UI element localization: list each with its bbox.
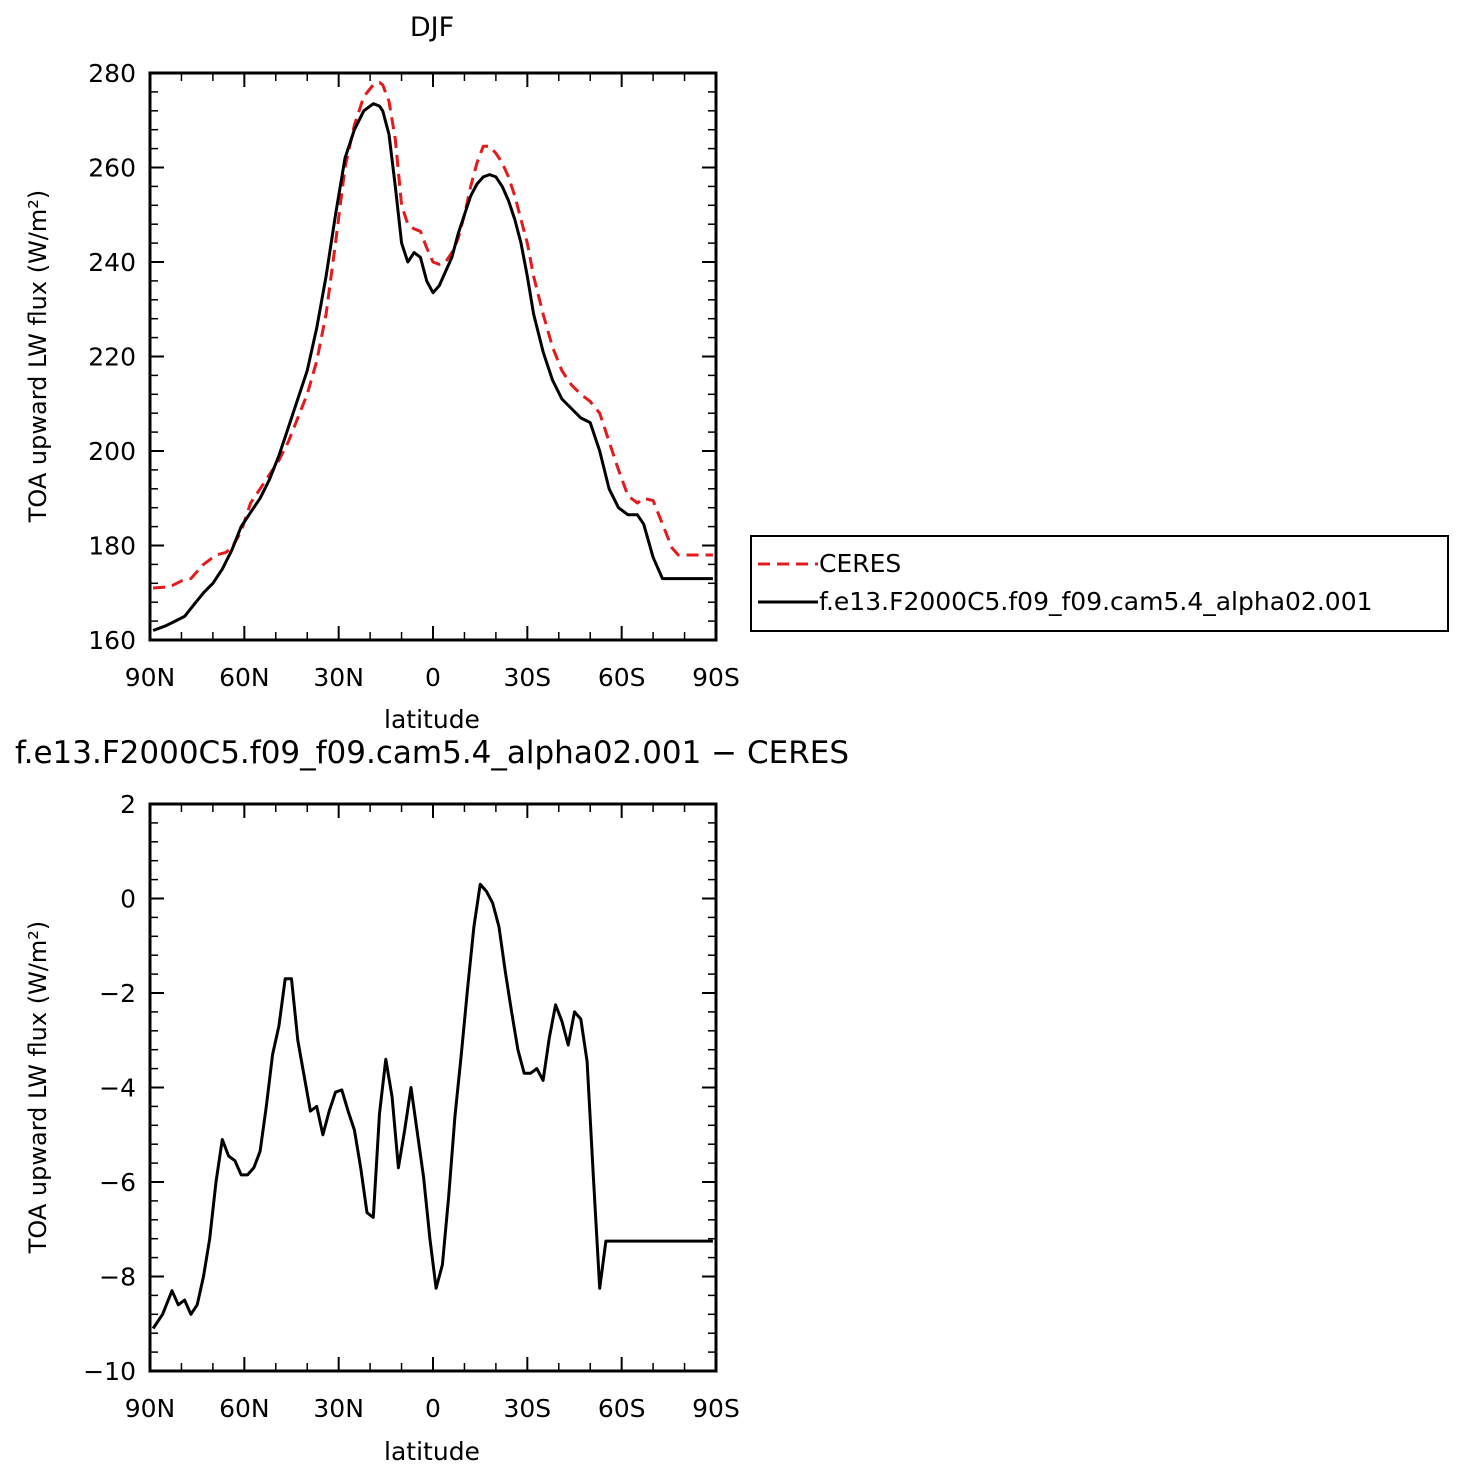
legend-model-label: f.e13.F2000C5.f09_f09.cam5.4_alpha02.001 <box>819 587 1373 616</box>
top-y-tick-label: 280 <box>88 59 136 88</box>
bottom-y-tick-label: −2 <box>99 979 136 1008</box>
bottom-x-tick-label: 60N <box>219 1394 270 1423</box>
bottom-series-line-model <box>151 882 713 1330</box>
top-x-tick-label: 0 <box>425 663 441 692</box>
top-chart-title: DJF <box>410 12 454 43</box>
top-panel: DJF 90N 60N 30N 0 30S 60S 90S 160 180 200 220 240 26… <box>24 12 740 734</box>
bottom-y-axis-label: TOA upward LW flux (W/m²) <box>24 921 52 1255</box>
bottom-y-tick-label: −6 <box>99 1168 136 1197</box>
bottom-y-tick-label: −4 <box>99 1074 136 1103</box>
top-series-line-model <box>152 102 713 632</box>
bottom-series-group <box>151 882 713 1330</box>
bottom-x-tick-label: 90N <box>125 1394 176 1423</box>
top-x-axis-label: latitude <box>384 705 480 734</box>
top-y-axis-label: TOA upward LW flux (W/m²) <box>24 190 52 524</box>
top-x-tick-label: 30N <box>313 663 364 692</box>
bottom-y-tick-label: 0 <box>120 885 136 914</box>
top-x-tick-label: 90N <box>125 663 176 692</box>
top-y-tick-label: 240 <box>88 248 136 277</box>
bottom-x-tick-label: 90S <box>692 1394 740 1423</box>
top-x-tick-label: 90S <box>692 663 740 692</box>
legend-box <box>750 535 1449 632</box>
top-y-tick-label: 260 <box>88 154 136 183</box>
top-ticks-group: 90N 60N 30N 0 30S 60S 90S 160 180 200 220 240 260 280 <box>88 59 740 692</box>
top-x-tick-label: 30S <box>503 663 551 692</box>
bottom-ticks-group: 90N 60N 30N 0 30S 60S 90S −10 −8 −6 −4 −2 0 2 <box>83 790 740 1423</box>
bottom-x-tick-label: 30N <box>313 1394 364 1423</box>
bottom-y-tick-label: 2 <box>120 790 136 819</box>
bottom-chart-title: f.e13.F2000C5.f09_f09.cam5.4_alpha02.001… <box>15 735 849 771</box>
bottom-panel: f.e13.F2000C5.f09_f09.cam5.4_alpha02.001… <box>15 735 849 1466</box>
bottom-x-tick-label: 60S <box>598 1394 646 1423</box>
top-x-tick-label: 60S <box>598 663 646 692</box>
top-plot-frame <box>148 71 718 642</box>
bottom-x-axis-label: latitude <box>384 1437 480 1466</box>
top-y-tick-label: 160 <box>88 626 136 655</box>
legend-ceres-label: CERES <box>819 549 901 578</box>
top-y-tick-label: 220 <box>88 343 136 372</box>
bottom-x-tick-label: 0 <box>425 1394 441 1423</box>
top-y-tick-label: 180 <box>88 532 136 561</box>
bottom-y-tick-label: −10 <box>83 1357 136 1386</box>
top-series-group <box>152 81 713 632</box>
top-y-tick-label: 200 <box>88 437 136 466</box>
bottom-y-tick-label: −8 <box>99 1263 136 1292</box>
bottom-x-tick-label: 30S <box>503 1394 551 1423</box>
top-x-tick-label: 60N <box>219 663 270 692</box>
legend: CERES f.e13.F2000C5.f09_f09.cam5.4_alpha… <box>750 535 1449 632</box>
bottom-plot-frame <box>148 802 718 1373</box>
top-series-line-ceres <box>152 81 713 590</box>
